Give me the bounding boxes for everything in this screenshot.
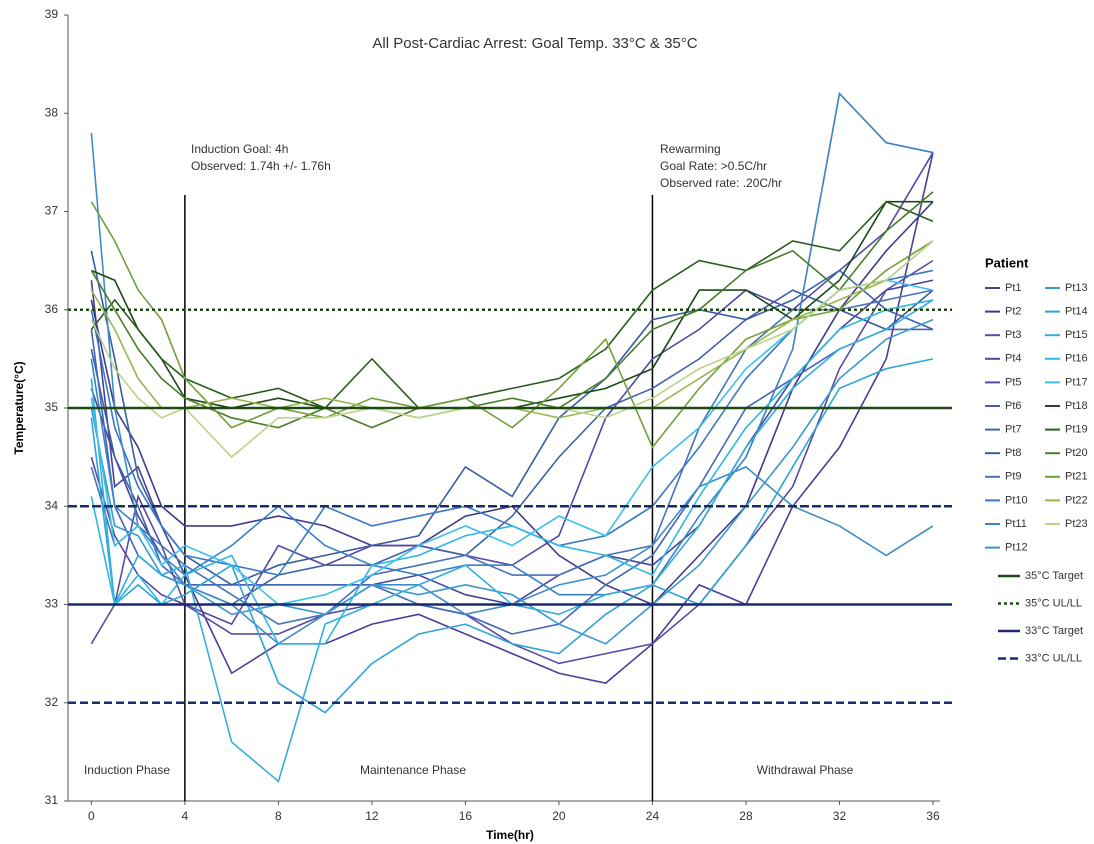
phase-label: Withdrawal Phase (757, 763, 854, 777)
annotation: Rewarming (660, 142, 721, 156)
x-tick-label: 16 (459, 809, 473, 823)
y-tick-label: 38 (45, 105, 59, 119)
x-tick-label: 24 (646, 809, 660, 823)
legend-label: Pt16 (1065, 353, 1088, 365)
legend-label: Pt6 (1005, 400, 1022, 412)
series-line (90, 240, 934, 419)
legend-label: Pt1 (1005, 282, 1022, 294)
series-line (90, 358, 934, 714)
series-line (90, 152, 934, 684)
legend-label: Pt10 (1005, 494, 1028, 506)
legend-label: Pt11 (1005, 518, 1027, 530)
x-tick-label: 36 (926, 809, 940, 823)
series-line (90, 299, 934, 645)
series-line (90, 299, 934, 783)
legend-label: Pt17 (1065, 376, 1088, 388)
legend-label: Pt7 (1005, 424, 1022, 436)
y-tick-label: 32 (45, 695, 59, 709)
x-tick-label: 12 (365, 809, 379, 823)
x-tick-label: 0 (88, 809, 95, 823)
y-tick-label: 35 (45, 400, 59, 414)
legend-label: Pt14 (1065, 306, 1088, 318)
phase-label: Induction Phase (84, 763, 170, 777)
legend-label: Pt12 (1005, 542, 1028, 554)
legend-label: Pt4 (1005, 353, 1022, 365)
phase-label: Maintenance Phase (360, 763, 466, 777)
series-line (90, 318, 934, 645)
legend-label: Pt21 (1065, 471, 1088, 483)
y-axis-label: Temperature(°C) (12, 361, 26, 454)
x-tick-label: 32 (833, 809, 847, 823)
legend-label: 35°C UL/LL (1025, 597, 1082, 609)
y-tick-label: 36 (45, 302, 59, 316)
y-tick-label: 34 (45, 498, 59, 512)
legend-label: Pt20 (1065, 447, 1088, 459)
x-tick-label: 8 (275, 809, 282, 823)
legend-label: 33°C Target (1025, 625, 1083, 637)
legend-label: Pt8 (1005, 447, 1022, 459)
x-tick-label: 20 (552, 809, 566, 823)
legend-label: 35°C Target (1025, 570, 1083, 582)
annotation: Goal Rate: >0.5C/hr (660, 159, 767, 173)
series-line (90, 289, 934, 625)
series-line (90, 201, 934, 606)
y-tick-label: 37 (45, 204, 59, 218)
annotation: Observed rate: .20C/hr (660, 176, 782, 190)
legend-label: Pt19 (1065, 424, 1088, 436)
legend-label: Pt3 (1005, 329, 1022, 341)
legend-title: Patient (985, 255, 1029, 270)
legend-label: Pt15 (1065, 329, 1088, 341)
annotation: Observed: 1.74h +/- 1.76h (191, 159, 331, 173)
legend-label: 33°C UL/LL (1025, 652, 1082, 664)
series-line (90, 259, 934, 665)
chart-title: All Post-Cardiac Arrest: Goal Temp. 33°C… (372, 35, 697, 52)
x-tick-label: 4 (182, 809, 189, 823)
y-tick-label: 33 (45, 597, 59, 611)
x-tick-label: 28 (739, 809, 753, 823)
legend-label: Pt9 (1005, 471, 1022, 483)
legend-label: Pt5 (1005, 376, 1022, 388)
series-line (90, 279, 934, 606)
y-tick-label: 39 (45, 7, 59, 21)
legend-label: Pt18 (1065, 400, 1088, 412)
legend-label: Pt13 (1065, 282, 1088, 294)
y-tick-label: 31 (45, 793, 59, 807)
series-line (90, 328, 933, 635)
legend-label: Pt23 (1065, 518, 1088, 530)
series-line (90, 250, 934, 586)
legend-label: Pt2 (1005, 306, 1022, 318)
legend-label: Pt22 (1065, 494, 1088, 506)
series-line (90, 201, 934, 449)
x-axis-label: Time(hr) (486, 828, 534, 842)
annotation: Induction Goal: 4h (191, 142, 288, 156)
